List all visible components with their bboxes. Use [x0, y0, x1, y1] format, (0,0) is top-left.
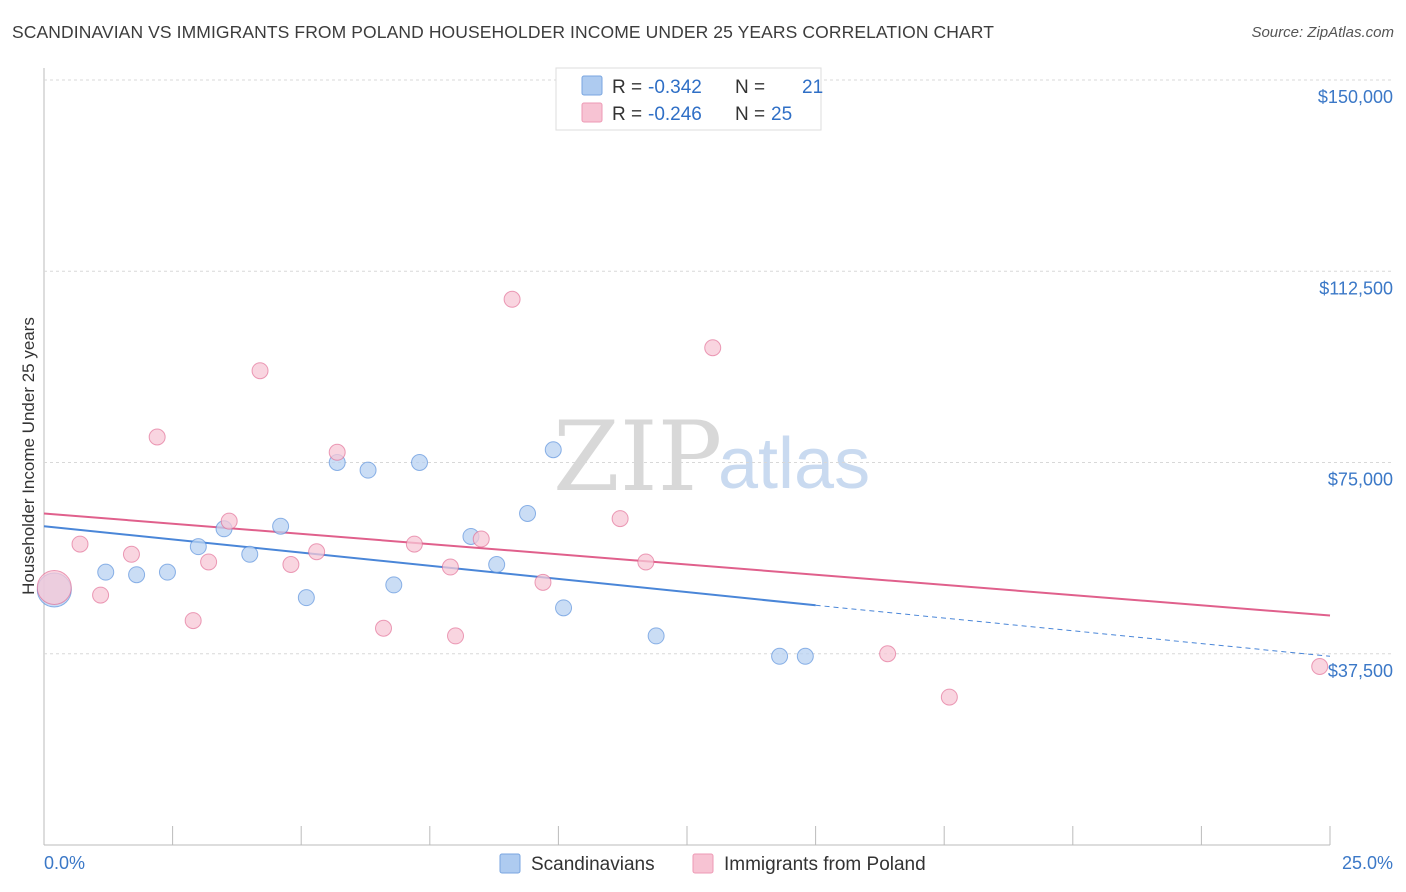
watermark: ZIP atlas: [553, 401, 870, 513]
point-poland: [36, 569, 72, 605]
point-scandinavians: [359, 461, 377, 479]
point-scandinavians: [385, 576, 403, 594]
legend-r-value-2: -0.246: [648, 104, 702, 125]
point-poland: [282, 556, 300, 573]
legend-n-label-1: N =: [735, 77, 765, 98]
point-scandinavians: [272, 517, 290, 535]
point-poland: [251, 362, 269, 380]
point-poland: [637, 553, 655, 571]
point-scandinavians: [544, 441, 562, 459]
point-scandinavians: [555, 599, 573, 617]
point-poland: [611, 510, 629, 528]
point-poland: [92, 586, 110, 604]
point-scandinavians: [519, 505, 537, 522]
point-poland: [940, 688, 958, 706]
legend-n-value-2: 25: [771, 104, 792, 125]
point-scandinavians: [771, 647, 789, 665]
legend-swatch-scandinavians: [581, 75, 603, 96]
point-poland: [148, 428, 166, 446]
trend-line-scandinavians: [43, 525, 816, 607]
bottom-legend-label-scandinavians: Scandinavians: [531, 854, 655, 875]
point-poland: [184, 612, 202, 630]
watermark-zip: ZIP: [553, 401, 722, 513]
point-poland: [447, 627, 465, 645]
point-scandinavians: [97, 563, 115, 581]
point-poland: [122, 545, 140, 563]
x-ticks: [43, 826, 1331, 845]
point-scandinavians: [297, 589, 315, 607]
y-tick-label: $75,000: [1328, 470, 1393, 490]
point-scandinavians: [128, 566, 146, 584]
legend-r-value-1: -0.342: [648, 77, 702, 98]
x-tick-label-max: 25.0%: [1342, 853, 1393, 873]
source-label: Source: ZipAtlas.com: [1251, 24, 1394, 41]
watermark-atlas: atlas: [718, 424, 870, 504]
point-poland: [405, 535, 423, 553]
legend-n-value-1: 21: [802, 77, 823, 98]
point-poland: [1311, 658, 1329, 675]
bottom-legend-swatch-scandinavians: [499, 853, 521, 874]
x-tick-label-min: 0.0%: [44, 853, 85, 873]
point-poland: [220, 512, 238, 530]
chart-title: SCANDINAVIAN VS IMMIGRANTS FROM POLAND H…: [12, 22, 995, 42]
point-scandinavians: [488, 556, 506, 573]
point-poland: [71, 535, 89, 553]
point-poland: [534, 573, 552, 591]
y-axis-label: Householder Income Under 25 years: [19, 317, 38, 595]
trend-lines: [43, 512, 1331, 657]
bottom-legend-label-poland: Immigrants from Poland: [724, 854, 926, 875]
point-scandinavians: [796, 647, 814, 665]
trend-line-poland: [43, 512, 1331, 617]
stats-legend: R = -0.342 N = 21 R = -0.246 N = 25: [555, 67, 823, 131]
point-poland: [441, 558, 459, 576]
data-points: [36, 290, 1329, 706]
point-scandinavians: [158, 563, 176, 581]
bottom-legend-swatch-poland: [692, 853, 714, 874]
point-poland: [879, 645, 897, 663]
point-poland: [472, 530, 490, 548]
legend-n-label-2: N =: [735, 104, 765, 125]
legend-r-label-1: R =: [612, 77, 642, 98]
point-scandinavians: [189, 538, 207, 556]
point-scandinavians: [411, 454, 429, 471]
legend-swatch-poland: [581, 102, 603, 123]
y-tick-labels: $37,500 $75,000 $112,500 $150,000: [1318, 87, 1393, 681]
point-poland: [328, 443, 346, 461]
point-poland: [375, 619, 393, 637]
point-poland: [200, 553, 218, 571]
point-poland: [503, 290, 521, 308]
legend-r-label-2: R =: [612, 104, 642, 125]
point-scandinavians: [241, 545, 259, 563]
series-legend: Scandinavians Immigrants from Poland: [499, 853, 926, 875]
y-tick-label: $112,500: [1319, 278, 1393, 298]
point-poland: [704, 339, 722, 357]
y-tick-label: $37,500: [1328, 661, 1393, 681]
y-tick-label: $150,000: [1318, 87, 1393, 107]
point-scandinavians: [647, 627, 665, 645]
point-poland: [308, 543, 326, 561]
